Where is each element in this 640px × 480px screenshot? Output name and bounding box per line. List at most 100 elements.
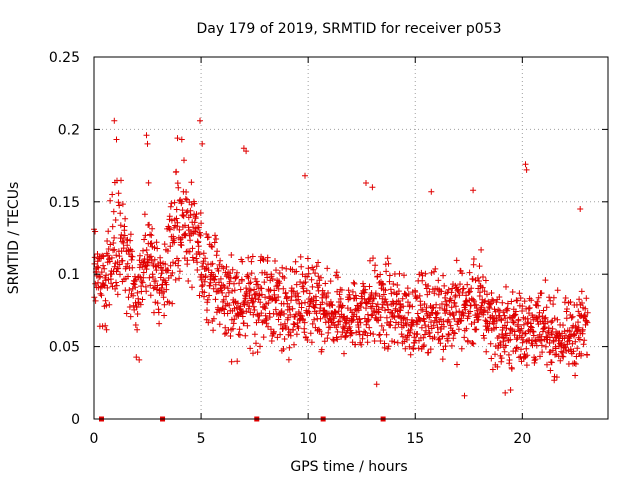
data-point xyxy=(454,361,460,368)
data-point xyxy=(339,302,346,309)
data-point xyxy=(385,343,392,350)
data-point xyxy=(282,289,289,296)
data-point xyxy=(407,326,414,333)
data-point xyxy=(318,331,325,338)
data-point xyxy=(222,324,229,331)
data-point xyxy=(281,310,288,317)
data-point xyxy=(196,251,203,258)
data-point xyxy=(386,278,393,285)
data-point xyxy=(147,292,154,299)
data-point xyxy=(264,254,271,261)
data-point xyxy=(126,304,133,310)
data-point xyxy=(474,275,481,281)
data-point xyxy=(564,306,570,312)
data-point xyxy=(151,256,158,263)
data-point xyxy=(513,345,520,352)
data-point xyxy=(584,352,591,358)
data-point xyxy=(98,269,105,276)
data-point xyxy=(515,316,522,323)
data-point xyxy=(128,256,135,263)
data-point xyxy=(449,285,456,292)
data-point xyxy=(124,236,131,243)
data-point xyxy=(481,288,488,295)
data-point xyxy=(414,310,421,317)
data-point xyxy=(542,343,549,350)
data-point xyxy=(413,295,420,302)
data-point xyxy=(576,336,583,343)
data-point xyxy=(244,322,251,329)
data-point xyxy=(254,281,261,288)
data-point xyxy=(171,199,178,206)
data-point xyxy=(503,325,510,332)
data-point xyxy=(502,389,509,396)
data-point xyxy=(405,299,411,306)
data-point xyxy=(575,324,582,331)
data-point xyxy=(180,212,187,218)
data-point xyxy=(375,309,382,316)
data-point xyxy=(304,255,311,262)
data-point xyxy=(105,246,112,252)
data-point xyxy=(427,346,434,353)
data-point xyxy=(243,288,250,295)
data-point xyxy=(138,283,145,290)
data-point xyxy=(324,265,331,272)
data-point xyxy=(131,306,138,313)
data-point xyxy=(422,322,429,329)
data-point xyxy=(286,306,293,313)
data-point xyxy=(531,357,538,364)
data-point xyxy=(368,312,375,319)
data-point xyxy=(459,309,466,316)
data-point xyxy=(311,316,318,323)
data-point xyxy=(522,330,529,337)
data-point xyxy=(313,297,320,304)
data-point xyxy=(575,319,581,326)
data-point xyxy=(465,338,471,345)
data-point xyxy=(364,339,371,346)
data-point xyxy=(533,342,540,349)
data-point xyxy=(290,288,297,295)
data-point xyxy=(117,222,124,229)
data-point xyxy=(287,311,294,318)
data-point xyxy=(476,263,483,270)
data-point xyxy=(470,256,477,262)
data-point xyxy=(355,307,362,314)
data-point xyxy=(539,349,546,356)
data-point xyxy=(325,290,331,296)
data-point xyxy=(437,340,444,347)
data-point xyxy=(496,294,503,300)
data-point xyxy=(194,267,201,273)
data-point xyxy=(375,317,382,324)
data-point xyxy=(275,316,282,323)
data-point xyxy=(571,360,578,367)
data-point xyxy=(449,310,456,317)
data-point xyxy=(337,295,344,302)
data-point xyxy=(229,288,236,294)
data-point xyxy=(169,269,176,276)
data-point xyxy=(248,258,255,265)
data-point xyxy=(476,278,482,284)
data-point xyxy=(289,305,296,312)
data-point xyxy=(111,246,118,253)
data-point xyxy=(366,324,373,331)
data-point xyxy=(127,237,134,244)
data-point xyxy=(470,296,477,303)
data-point xyxy=(251,291,258,298)
data-point xyxy=(561,299,568,306)
data-point xyxy=(561,328,568,335)
data-point xyxy=(321,307,328,314)
plot-frame xyxy=(93,56,609,420)
data-point xyxy=(360,280,366,287)
data-point xyxy=(239,258,246,265)
data-point xyxy=(504,319,511,326)
data-point xyxy=(353,329,360,336)
data-point xyxy=(110,240,117,246)
data-point xyxy=(158,285,165,291)
data-point xyxy=(275,294,282,300)
data-point xyxy=(204,296,211,303)
data-point xyxy=(166,213,173,220)
data-point xyxy=(182,195,189,202)
data-point xyxy=(227,270,233,277)
data-point xyxy=(173,168,180,175)
data-point xyxy=(116,261,123,268)
data-point xyxy=(234,358,241,365)
